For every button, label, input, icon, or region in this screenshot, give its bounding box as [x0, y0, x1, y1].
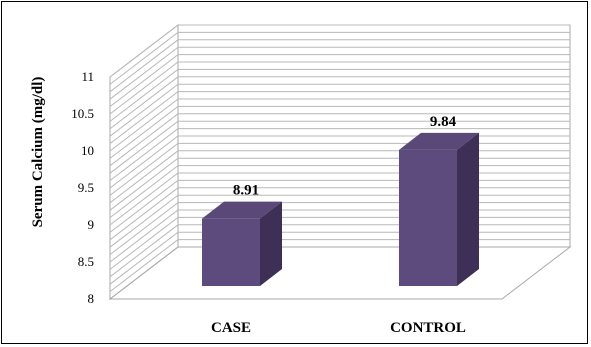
chart-walls — [108, 23, 572, 301]
x-axis-categories: CASE CONTROL — [211, 320, 466, 336]
bar-front — [202, 218, 260, 286]
gridline — [109, 68, 570, 122]
gridline — [109, 83, 570, 137]
gridline — [109, 128, 570, 181]
gridline — [109, 39, 570, 93]
category-label: CASE — [211, 320, 251, 336]
gridlines — [109, 24, 570, 292]
y-tick-label: 8.5 — [78, 254, 94, 269]
data-label: 8.91 — [233, 183, 259, 199]
bar-case — [202, 201, 282, 286]
y-axis-ticks: 8 8.5 9 9.5 10 10.5 11 — [71, 69, 94, 306]
gridline — [109, 76, 570, 130]
y-tick-label: 8 — [88, 291, 95, 306]
gridline — [109, 61, 570, 115]
data-label: 9.84 — [430, 114, 457, 130]
gridline — [109, 105, 570, 159]
bar-side — [457, 132, 479, 286]
category-label: CONTROL — [390, 320, 466, 336]
data-labels: 8.91 9.84 — [233, 114, 457, 199]
floor — [108, 246, 572, 300]
bars — [202, 132, 479, 286]
gridline — [109, 24, 570, 78]
bar-top — [399, 132, 479, 150]
y-tick-label: 9 — [88, 217, 95, 232]
y-tick-label: 10.5 — [71, 106, 94, 121]
bar-control — [399, 132, 479, 286]
gridline — [109, 113, 570, 167]
gridline — [109, 31, 570, 85]
gridline — [109, 91, 570, 144]
y-tick-label: 10 — [81, 143, 94, 158]
y-axis-title: Serum Calcium (mg/dl) — [30, 77, 46, 228]
gridline — [109, 98, 570, 152]
bar-front — [399, 149, 457, 286]
gridline — [109, 54, 570, 107]
gridline — [109, 46, 570, 100]
gridline — [109, 120, 570, 174]
y-tick-label: 11 — [81, 69, 94, 84]
y-tick-label: 9.5 — [78, 180, 94, 195]
bar-side — [260, 201, 282, 286]
bar-top — [202, 201, 282, 219]
